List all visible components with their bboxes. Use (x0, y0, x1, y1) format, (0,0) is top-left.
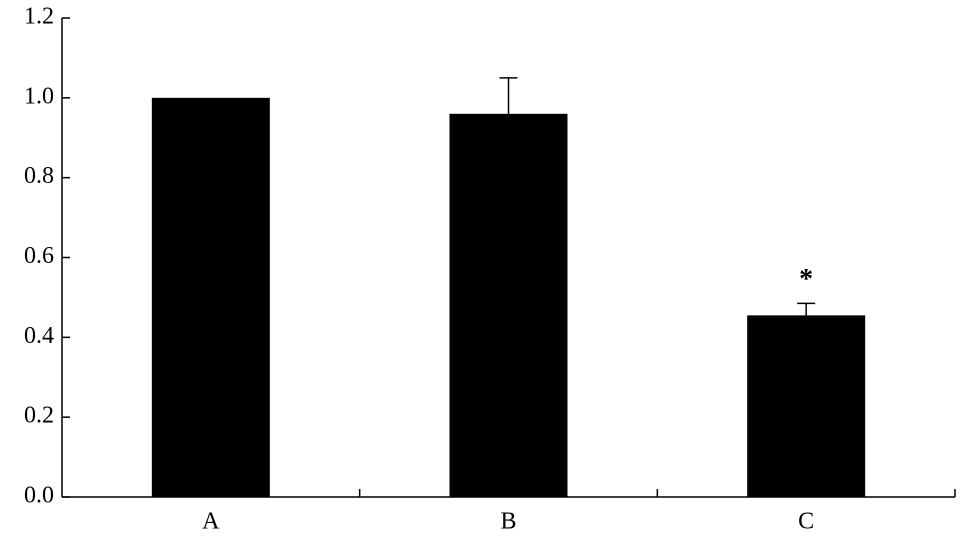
y-tick-label: 0.4 (24, 323, 54, 349)
x-tick-label: A (202, 509, 220, 535)
bar (747, 315, 866, 497)
significance-marker: * (799, 264, 813, 295)
y-tick-label: 0.0 (24, 483, 54, 509)
y-tick-label: 1.2 (24, 4, 54, 30)
x-tick-label: B (500, 509, 516, 535)
bar (449, 113, 568, 498)
y-tick-label: 0.6 (24, 243, 54, 269)
bar (151, 97, 270, 497)
y-tick-label: 0.8 (24, 163, 54, 189)
x-tick-label: C (798, 509, 814, 535)
y-tick-label: 1.0 (24, 83, 54, 109)
y-tick-label: 0.2 (24, 403, 54, 429)
